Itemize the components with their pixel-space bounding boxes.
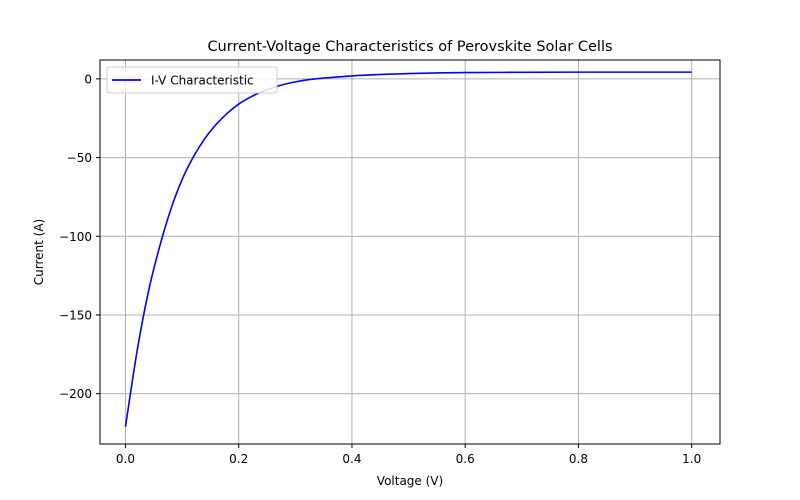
y-axis: 0 −50 −100 −150 −200: [59, 72, 100, 401]
y-axis-label: Current (A): [32, 219, 46, 285]
chart-title: Current-Voltage Characteristics of Perov…: [207, 39, 612, 55]
legend: I-V Characteristic: [106, 66, 278, 94]
x-tick-label: 0.6: [456, 452, 475, 466]
x-axis: 0.0 0.2 0.4 0.6 0.8 1.0: [116, 444, 701, 466]
y-tick-label: −100: [59, 230, 92, 244]
legend-label: I-V Characteristic: [151, 74, 254, 88]
y-tick-label: −150: [59, 308, 92, 322]
grid: [100, 60, 720, 444]
y-tick-label: −50: [67, 151, 92, 165]
x-tick-label: 0.0: [116, 452, 135, 466]
y-tick-label: −200: [59, 387, 92, 401]
x-tick-label: 1.0: [682, 452, 701, 466]
y-tick-label: 0: [84, 72, 92, 86]
x-tick-label: 0.8: [569, 452, 588, 466]
legend-box: [106, 66, 278, 94]
x-tick-label: 0.2: [229, 452, 248, 466]
x-axis-label: Voltage (V): [377, 474, 443, 488]
x-tick-label: 0.4: [342, 452, 361, 466]
plot-frame: [99, 59, 721, 445]
